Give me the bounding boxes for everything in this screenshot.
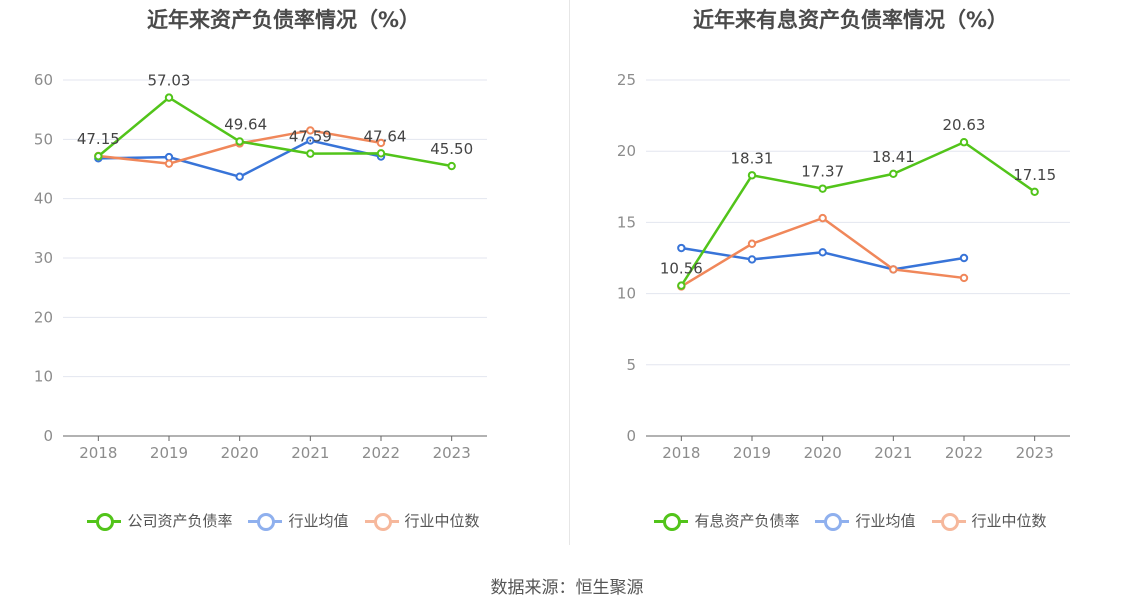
data-point (1030, 187, 1039, 196)
legend-item[interactable]: 行业均值 (815, 510, 916, 531)
series-line (97, 96, 452, 168)
data-label: 45.50 (430, 140, 473, 158)
legend-label: 行业均值 (855, 512, 916, 530)
legend-item[interactable]: 行业中位数 (931, 510, 1047, 531)
data-point (889, 265, 898, 274)
data-point (235, 137, 244, 146)
x-tick-label: 2022 (945, 444, 983, 462)
legend-label: 公司资产负债率 (127, 512, 233, 530)
y-tick-label: 25 (617, 71, 636, 89)
legend-swatch-icon (364, 511, 399, 531)
line-chart-interest-debt-ratio: 0 5 10 15 20 25 2018 2019 2020 2021 2022 2023 10.56 1… (617, 71, 1070, 462)
legend-swatch-icon (931, 511, 966, 531)
data-point (164, 159, 174, 168)
legend-item[interactable]: 有息资产负债率 (654, 510, 799, 531)
legend-label: 有息资产负债率 (694, 512, 800, 530)
data-point (447, 161, 456, 171)
y-tick-label: 0 (43, 427, 53, 445)
y-tick-label: 30 (34, 249, 53, 267)
legend-item[interactable]: 行业均值 (248, 510, 349, 531)
x-tick-label: 2020 (804, 444, 842, 462)
data-point (376, 138, 386, 148)
y-tick-label: 20 (617, 142, 636, 160)
x-tick-label: 2021 (874, 444, 912, 462)
line-chart-debt-ratio: 0 10 20 30 40 50 60 2018 2019 2020 2021 2022 2023 47.… (34, 71, 487, 462)
data-point (677, 243, 686, 253)
legend-label: 行业中位数 (404, 512, 480, 530)
data-label: 47.59 (289, 128, 332, 146)
y-tick-label: 15 (617, 213, 636, 231)
data-label: 17.15 (1013, 166, 1056, 184)
data-point (235, 172, 244, 181)
chart-title: 近年来有息资产负债率情况（%） (692, 8, 1009, 32)
data-point (818, 184, 827, 193)
x-tick-label: 2020 (221, 444, 259, 462)
data-label: 10.56 (660, 260, 703, 278)
data-label: 20.63 (943, 116, 986, 134)
data-point (164, 93, 174, 102)
x-tick-label: 2019 (733, 444, 771, 462)
legend-item[interactable]: 公司资产负债率 (87, 510, 232, 531)
x-tick-label: 2018 (662, 444, 700, 462)
chart-panel-debt-ratio: 近年来资产负债率情况（%） 0 10 20 30 40 50 60 2018 2019 2020 2… (0, 0, 567, 560)
data-point (306, 126, 315, 135)
data-point (164, 152, 174, 162)
y-tick-label: 60 (34, 71, 53, 89)
data-point (959, 273, 969, 283)
y-tick-label: 40 (34, 190, 53, 208)
data-label: 17.37 (801, 163, 844, 181)
chart-title: 近年来资产负债率情况（%） (146, 8, 421, 32)
x-tick-label: 2019 (150, 444, 188, 462)
data-point (818, 213, 827, 223)
data-label: 47.64 (364, 127, 407, 145)
legend-swatch-icon (654, 511, 689, 531)
data-label: 57.03 (148, 72, 191, 90)
x-tick-label: 2022 (362, 444, 400, 462)
y-tick-label: 20 (34, 308, 53, 326)
data-label: 18.41 (872, 148, 915, 166)
data-point (376, 149, 386, 158)
legend-label: 行业均值 (288, 512, 349, 530)
data-point (306, 136, 315, 145)
data-label: 47.15 (77, 130, 120, 148)
data-point (818, 248, 827, 257)
data-point (959, 138, 969, 147)
data-point (747, 171, 757, 180)
x-tick-label: 2023 (433, 444, 471, 462)
data-point (747, 255, 757, 264)
data-point (889, 169, 898, 179)
data-point (306, 149, 315, 158)
data-label: 49.64 (224, 115, 267, 133)
x-tick-label: 2018 (79, 444, 117, 462)
legend-swatch-icon (248, 511, 283, 531)
chart-legend: 有息资产负债率 行业均值 行业中位数 (567, 510, 1134, 531)
data-point (677, 281, 686, 290)
legend-item[interactable]: 行业中位数 (364, 510, 480, 531)
y-tick-label: 10 (617, 285, 636, 303)
legend-swatch-icon (87, 511, 122, 531)
data-point (94, 152, 103, 161)
y-tick-label: 50 (34, 130, 53, 148)
x-tick-label: 2021 (291, 444, 329, 462)
chart-panel-interest-debt-ratio: 近年来有息资产负债率情况（%） 0 5 10 15 20 25 2018 2019 2020 20… (567, 0, 1134, 560)
y-tick-label: 10 (34, 368, 53, 386)
data-point (959, 253, 969, 263)
panel-divider (569, 0, 570, 545)
legend-swatch-icon (815, 511, 850, 531)
legend-label: 行业中位数 (971, 512, 1047, 530)
chart-legend: 公司资产负债率 行业均值 行业中位数 (0, 510, 567, 531)
x-tick-label: 2023 (1016, 444, 1054, 462)
data-point (747, 239, 757, 248)
data-source-note: 数据来源：恒生聚源 (490, 578, 644, 598)
data-label: 18.31 (731, 149, 774, 167)
y-tick-label: 0 (626, 427, 636, 445)
y-tick-label: 5 (626, 356, 636, 374)
series-line (680, 140, 1036, 287)
